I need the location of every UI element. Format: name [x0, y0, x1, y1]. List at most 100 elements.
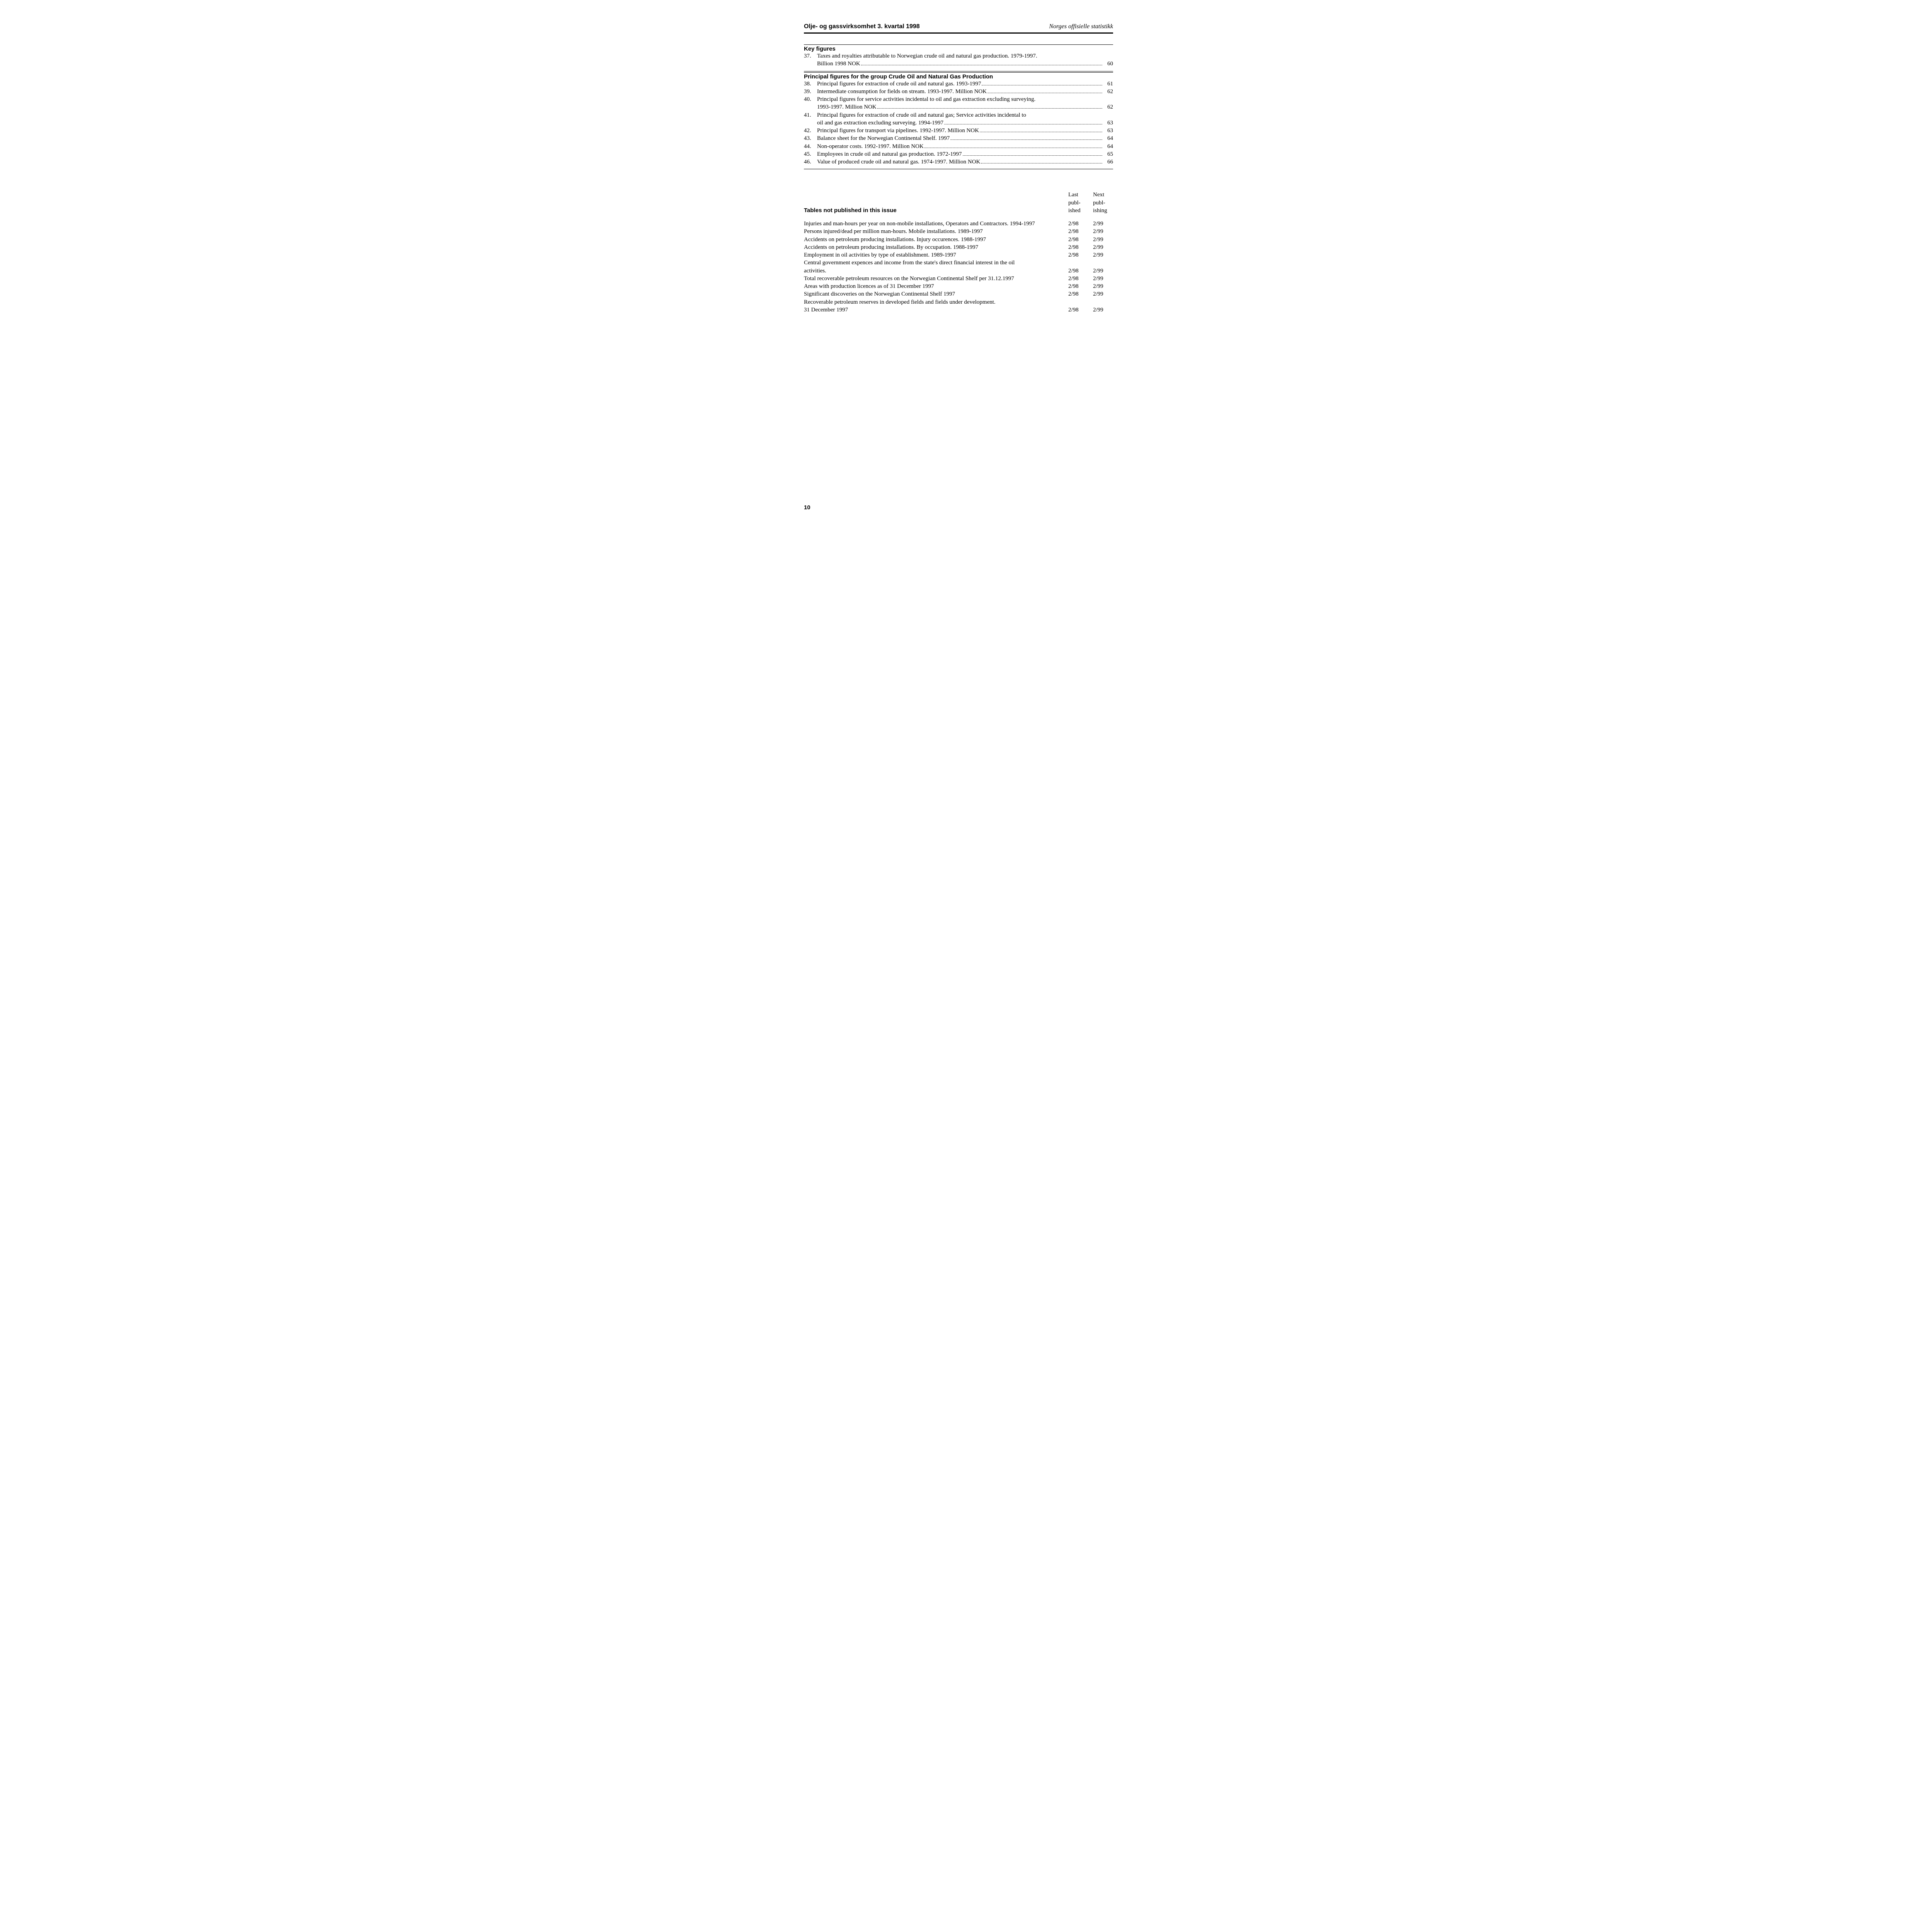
toc-row: 41.Principal figures for extraction of c…: [804, 111, 1113, 119]
toc-row: 44.Non-operator costs. 1992-1997. Millio…: [804, 143, 1113, 150]
next-publishing-cell: 2/99: [1088, 306, 1113, 314]
not-published-label: Significant discoveries on the Norwegian…: [804, 290, 1064, 298]
toc-entry-text: 1993-1997. Million NOK: [817, 103, 877, 111]
toc-entry-body: Intermediate consumption for fields on s…: [817, 88, 1113, 95]
toc-entry-text: oil and gas extraction excluding surveyi…: [817, 119, 943, 127]
toc-list: 38.Principal figures for extraction of c…: [804, 80, 1113, 166]
toc-row: 43.Balance sheet for the Norwegian Conti…: [804, 134, 1113, 142]
toc-entry-number: 41.: [804, 111, 817, 119]
toc-page-number: 66: [1104, 158, 1113, 166]
toc-leader: [950, 135, 1102, 140]
col-line: ished: [1068, 207, 1088, 214]
toc-row: 40.Principal figures for service activit…: [804, 95, 1113, 103]
toc-page-number: 64: [1104, 143, 1113, 150]
not-published-title: Tables not published in this issue: [804, 207, 1064, 214]
toc-entry-body: Principal figures for transport via pipe…: [817, 127, 1113, 134]
toc-leader: [877, 104, 1102, 109]
toc-entry-number: 37.: [804, 52, 817, 60]
toc-entry-text: Value of produced crude oil and natural …: [817, 158, 980, 166]
toc-list: 37.Taxes and royalties attributable to N…: [804, 52, 1113, 68]
label-line: Employment in oil activities by type of …: [804, 251, 1060, 259]
next-publishing-cell: 2/99: [1088, 282, 1113, 290]
not-published-label: Central government expences and income f…: [804, 259, 1064, 275]
last-published-cell: 2/98: [1064, 236, 1088, 243]
label-line: Areas with production licences as of 31 …: [804, 282, 1060, 290]
not-published-row: Significant discoveries on the Norwegian…: [804, 290, 1113, 298]
toc-entry-text: Principal figures for transport via pipe…: [817, 127, 979, 134]
header-left: Olje- og gassvirksomhet 3. kvartal 1998: [804, 23, 920, 30]
not-published-row: Employment in oil activities by type of …: [804, 251, 1113, 259]
label-line: Total recoverable petroleum resources on…: [804, 275, 1060, 282]
not-published-row: Total recoverable petroleum resources on…: [804, 275, 1113, 282]
toc-leader: [982, 81, 1102, 85]
next-publishing-cell: 2/99: [1088, 228, 1113, 235]
toc-container: Key figures37.Taxes and royalties attrib…: [804, 44, 1113, 166]
col-line: ishing: [1093, 207, 1113, 214]
not-published-block: Tables not published in this issue Last …: [804, 191, 1113, 314]
toc-leader: [944, 120, 1102, 124]
toc-page-number: 63: [1104, 119, 1113, 127]
toc-row: 38.Principal figures for extraction of c…: [804, 80, 1113, 88]
toc-entry-text: Taxes and royalties attributable to Norw…: [817, 52, 1037, 60]
page-number: 10: [804, 504, 810, 511]
label-line: Persons injured/dead per million man-hou…: [804, 228, 1060, 235]
not-published-row: Persons injured/dead per million man-hou…: [804, 228, 1113, 235]
label-line: Accidents on petroleum producing install…: [804, 236, 1060, 243]
toc-page-number: 64: [1104, 134, 1113, 142]
last-published-cell: 2/98: [1064, 290, 1088, 298]
toc-entry-number: 38.: [804, 80, 817, 88]
toc-row: 42.Principal figures for transport via p…: [804, 127, 1113, 134]
not-published-label: Recoverable petroleum reserves in develo…: [804, 298, 1064, 314]
not-published-header-row: Tables not published in this issue Last …: [804, 191, 1113, 214]
toc-entry-body: Taxes and royalties attributable to Norw…: [817, 52, 1113, 60]
toc-row: 46.Value of produced crude oil and natur…: [804, 158, 1113, 166]
toc-leader: [963, 151, 1103, 156]
last-published-cell: 2/98: [1064, 228, 1088, 235]
toc-entry-text: Principal figures for extraction of crud…: [817, 111, 1026, 119]
toc-entry-text: Principal figures for extraction of crud…: [817, 80, 981, 88]
not-published-label: Injuries and man-hours per year on non-m…: [804, 220, 1064, 228]
toc-row: Billion 1998 NOK60: [804, 60, 1113, 68]
toc-leader: [924, 143, 1102, 148]
section-heading: Key figures: [804, 44, 1113, 52]
toc-page-number: 65: [1104, 150, 1113, 158]
last-published-cell: 2/98: [1064, 267, 1088, 275]
toc-entry-text: Balance sheet for the Norwegian Continen…: [817, 134, 950, 142]
toc-row: oil and gas extraction excluding surveyi…: [804, 119, 1113, 127]
section-heading: Principal figures for the group Crude Oi…: [804, 72, 1113, 80]
next-publishing-cell: 2/99: [1088, 267, 1113, 275]
last-published-cell: 2/98: [1064, 306, 1088, 314]
toc-entry-text: Employees in crude oil and natural gas p…: [817, 150, 962, 158]
next-publishing-cell: 2/99: [1088, 220, 1113, 228]
spacer: [804, 170, 1113, 191]
not-published-label: Total recoverable petroleum resources on…: [804, 275, 1064, 282]
col-line: publ-: [1093, 199, 1113, 207]
toc-page-number: 61: [1104, 80, 1113, 88]
header-right: Norges offisielle statistikk: [1049, 23, 1113, 30]
toc-entry-number: 44.: [804, 143, 817, 150]
toc-entry-number: 40.: [804, 95, 817, 103]
next-publishing-cell: 2/99: [1088, 236, 1113, 243]
not-published-row: Areas with production licences as of 31 …: [804, 282, 1113, 290]
toc-entry-number: 42.: [804, 127, 817, 134]
label-line: 31 December 1997: [804, 306, 1060, 314]
toc-entry-number: 46.: [804, 158, 817, 166]
toc-row: 1993-1997. Million NOK 62: [804, 103, 1113, 111]
toc-page-number: 62: [1104, 103, 1113, 111]
not-published-row: Accidents on petroleum producing install…: [804, 236, 1113, 243]
toc-entry-body: Value of produced crude oil and natural …: [817, 158, 1113, 166]
toc-entry-text: Principal figures for service activities…: [817, 95, 1035, 103]
toc-entry-number: 43.: [804, 134, 817, 142]
toc-entry-body: Billion 1998 NOK60: [817, 60, 1113, 68]
last-published-cell: 2/98: [1064, 275, 1088, 282]
not-published-label: Persons injured/dead per million man-hou…: [804, 228, 1064, 235]
not-published-row: Recoverable petroleum reserves in develo…: [804, 298, 1113, 314]
toc-entry-body: oil and gas extraction excluding surveyi…: [817, 119, 1113, 127]
not-published-label: Employment in oil activities by type of …: [804, 251, 1064, 259]
last-published-cell: 2/98: [1064, 243, 1088, 251]
last-published-cell: 2/98: [1064, 251, 1088, 259]
toc-entry-body: Non-operator costs. 1992-1997. Million N…: [817, 143, 1113, 150]
toc-leader: [861, 61, 1102, 65]
column-last-published: Last publ- ished: [1064, 191, 1088, 214]
not-published-row: Central government expences and income f…: [804, 259, 1113, 275]
